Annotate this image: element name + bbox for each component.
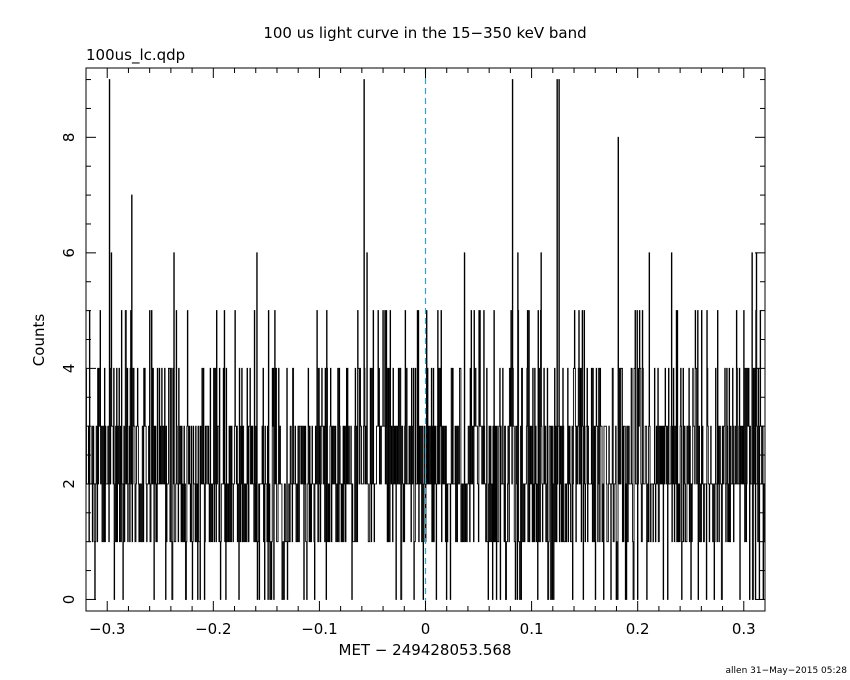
light-curve-line (86, 79, 765, 600)
x-tick-label: 0.3 (732, 620, 756, 638)
footer-stamp: allen 31−May−2015 05:28 (726, 666, 848, 676)
x-tick-labels: −0.3 −0.2 −0.1 0 0.1 0.2 0.3 (89, 620, 756, 638)
y-tick-label: 6 (60, 248, 78, 258)
chart-subtitle: 100us_lc.qdp (86, 46, 185, 65)
y-axis-label: Counts (30, 314, 48, 367)
y-tick-label: 2 (60, 479, 78, 489)
chart-title: 100 us light curve in the 15−350 keV ban… (263, 24, 586, 42)
data-layer (86, 79, 765, 600)
x-tick-label: −0.2 (195, 620, 231, 638)
x-tick-label: 0 (421, 620, 431, 638)
x-tick-label: −0.3 (89, 620, 125, 638)
y-tick-label: 8 (60, 133, 78, 143)
y-tick-labels: 0 2 4 6 8 (60, 133, 78, 605)
tick-layer (85, 68, 766, 611)
y-tick-label: 0 (60, 595, 78, 605)
x-tick-label: 0.1 (520, 620, 544, 638)
y-tick-label: 4 (60, 364, 78, 374)
x-tick-label: −0.1 (301, 620, 337, 638)
x-axis-label: MET − 249428053.568 (339, 641, 512, 659)
x-tick-label: 0.2 (626, 620, 650, 638)
